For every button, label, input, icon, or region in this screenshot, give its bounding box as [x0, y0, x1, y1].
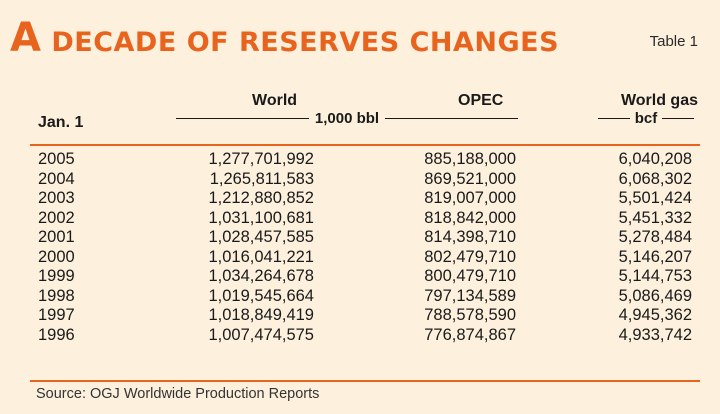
- table-row: 1997 1,018,849,419 788,578,590 4,945,362: [0, 306, 720, 326]
- cell-gas: 5,086,469: [618, 286, 692, 305]
- cell-year: 2004: [38, 169, 75, 188]
- cell-year: 2005: [38, 150, 75, 168]
- footer-divider: [30, 380, 700, 382]
- unit-divider-line: [662, 118, 694, 119]
- unit-divider-line: [176, 118, 309, 119]
- header-world-gas: World gas: [620, 92, 698, 109]
- unit-divider-line: [598, 118, 630, 119]
- cell-year: 2001: [38, 228, 75, 246]
- table-row: 1998 1,019,545,664 797,134,589 5,086,469: [0, 287, 720, 307]
- cell-world: 1,277,701,992: [208, 150, 314, 168]
- table-row: 2005 1,277,701,992 885,188,000 6,040,208: [0, 150, 720, 170]
- cell-opec: 814,398,710: [424, 228, 516, 246]
- cell-world: 1,034,264,678: [208, 267, 314, 285]
- table-row: 2001 1,028,457,585 814,398,710 5,278,484: [0, 228, 720, 248]
- cell-world: 1,031,100,681: [208, 208, 314, 227]
- cell-year: 2000: [38, 247, 75, 266]
- header-opec: OPEC: [458, 92, 504, 109]
- cell-gas: 6,068,302: [618, 169, 692, 188]
- cell-world: 1,018,849,419: [208, 306, 314, 324]
- cell-year: 1996: [38, 325, 75, 344]
- cell-world: 1,016,041,221: [208, 247, 314, 266]
- table-row: 2004 1,265,811,583 869,521,000 6,068,302: [0, 170, 720, 190]
- cell-opec: 818,842,000: [424, 208, 516, 227]
- table-row: 2002 1,031,100,681 818,842,000 5,451,332: [0, 209, 720, 229]
- cell-opec: 788,578,590: [424, 306, 516, 324]
- title-first-letter: A: [10, 15, 42, 61]
- cell-year: 2002: [38, 208, 75, 227]
- cell-gas: 6,040,208: [618, 150, 692, 168]
- cell-gas: 4,945,362: [618, 306, 692, 324]
- cell-gas: 5,146,207: [618, 247, 692, 266]
- cell-gas: 5,278,484: [618, 228, 692, 246]
- cell-gas: 5,501,424: [618, 189, 692, 207]
- unit-bbl-span: 1,000 bbl: [176, 110, 519, 127]
- cell-world: 1,212,880,852: [208, 189, 314, 207]
- table-title: A DECADE OF RESERVES CHANGES: [10, 18, 559, 63]
- header-divider: [30, 144, 700, 146]
- source-note: Source: OGJ Worldwide Production Reports: [36, 386, 320, 402]
- unit-divider-line: [385, 118, 519, 119]
- title-rest: DECADE OF RESERVES CHANGES: [41, 27, 560, 58]
- cell-opec: 800,479,710: [424, 267, 516, 285]
- cell-world: 1,265,811,583: [209, 169, 314, 188]
- cell-gas: 4,933,742: [618, 325, 692, 344]
- cell-year: 1997: [38, 306, 75, 324]
- unit-bcf-span: bcf: [598, 110, 694, 127]
- unit-bcf-label: bcf: [634, 110, 658, 127]
- cell-opec: 802,479,710: [424, 247, 516, 266]
- cell-opec: 819,007,000: [424, 189, 516, 207]
- cell-year: 1999: [38, 267, 75, 285]
- table-number-label: Table 1: [649, 33, 698, 50]
- cell-world: 1,019,545,664: [208, 286, 314, 305]
- cell-opec: 885,188,000: [424, 150, 516, 168]
- table-row: 2000 1,016,041,221 802,479,710 5,146,207: [0, 248, 720, 268]
- cell-world: 1,028,457,585: [208, 228, 314, 246]
- cell-opec: 869,521,000: [424, 169, 516, 188]
- cell-gas: 5,451,332: [618, 208, 692, 227]
- cell-gas: 5,144,753: [618, 267, 692, 285]
- header-jan: Jan. 1: [38, 114, 84, 131]
- cell-opec: 797,134,589: [424, 286, 516, 305]
- table-body: 2005 1,277,701,992 885,188,000 6,040,208…: [0, 150, 720, 345]
- table-row: 2003 1,212,880,852 819,007,000 5,501,424: [0, 189, 720, 209]
- cell-year: 2003: [38, 189, 75, 207]
- header-world: World: [252, 92, 298, 109]
- cell-year: 1998: [38, 286, 75, 305]
- table-row: 1999 1,034,264,678 800,479,710 5,144,753: [0, 267, 720, 287]
- table-row: 1996 1,007,474,575 776,874,867 4,933,742: [0, 326, 720, 346]
- unit-bbl-label: 1,000 bbl: [314, 110, 380, 127]
- cell-world: 1,007,474,575: [208, 325, 314, 344]
- cell-opec: 776,874,867: [424, 325, 516, 344]
